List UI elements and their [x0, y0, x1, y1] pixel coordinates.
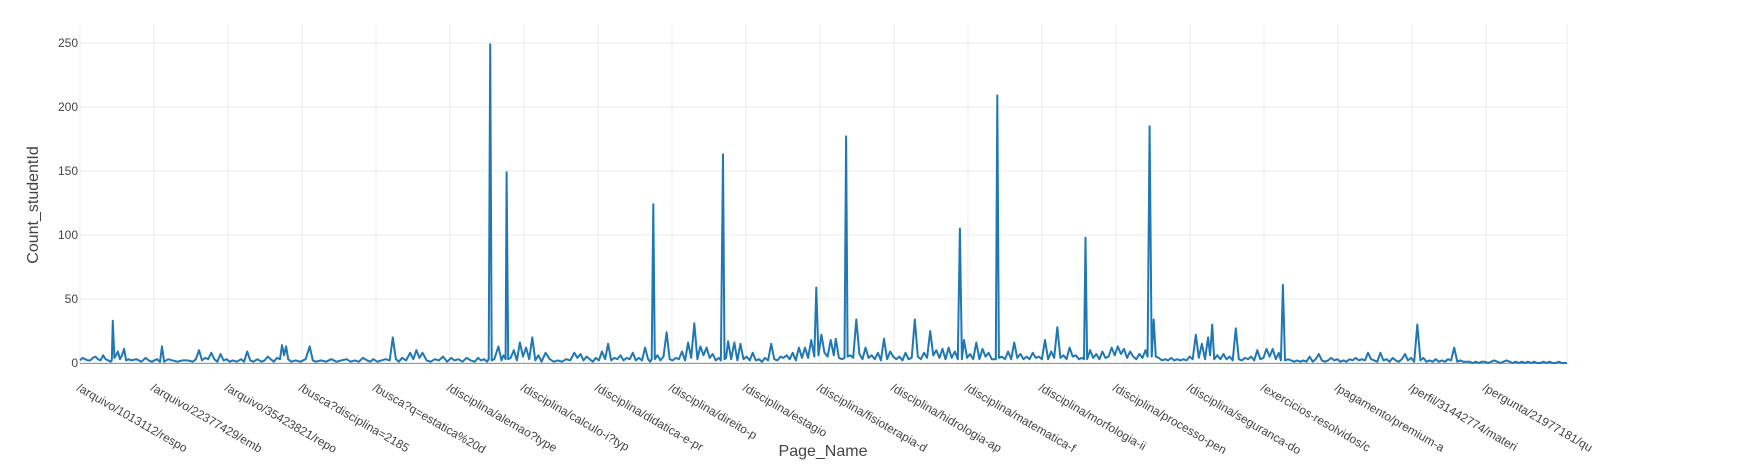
- y-tick-label: 250: [58, 36, 78, 50]
- y-tick-label: 0: [71, 356, 78, 370]
- y-tick-label: 200: [58, 100, 78, 114]
- x-gridlines: [79, 24, 1568, 363]
- x-axis-title: Page_Name: [779, 443, 868, 460]
- y-tick-labels: 0 50 100 150 200 250: [58, 36, 78, 370]
- series-line: [79, 43, 1567, 364]
- y-tick-label: 100: [58, 228, 78, 242]
- y-tick-label: 150: [58, 164, 78, 178]
- y-gridlines: [80, 42, 1567, 364]
- series-group: [79, 43, 1567, 364]
- y-tick-label: 50: [65, 292, 79, 306]
- y-axis-title: Count_studentId: [25, 146, 42, 263]
